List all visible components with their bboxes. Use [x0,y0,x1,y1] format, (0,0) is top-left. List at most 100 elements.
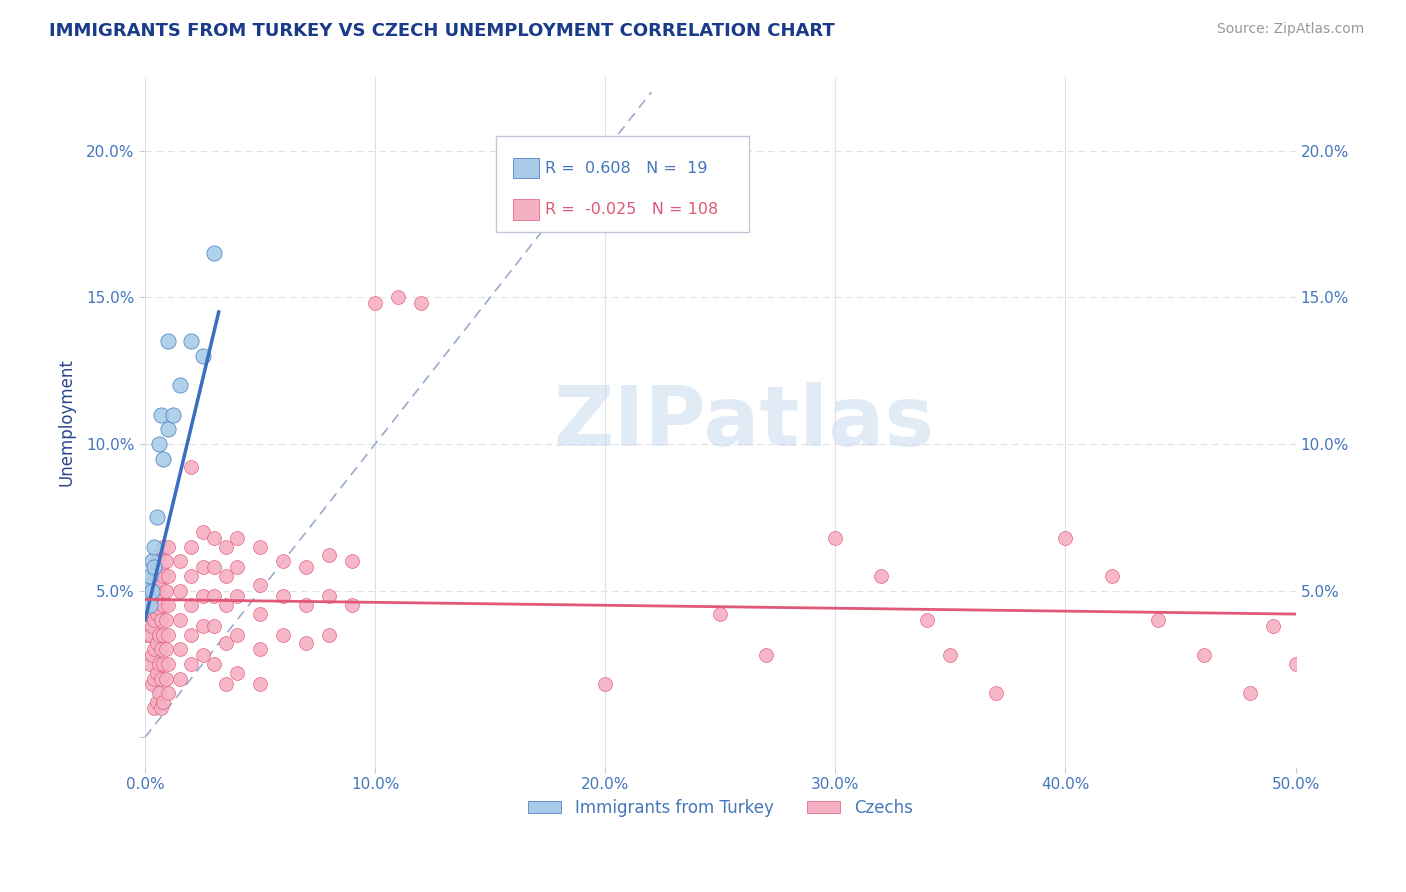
Point [155,613,177,627]
Point [138,657,160,671]
Point [136,607,159,621]
Point [640,217,662,231]
Point [214,540,236,554]
Point [157,569,180,583]
Point [226,627,249,641]
Point [180,334,202,349]
Text: Source: ZipAtlas.com: Source: ZipAtlas.com [1216,22,1364,37]
Point [340,554,363,568]
Text: R =  0.608   N =  19: R = 0.608 N = 19 [546,161,709,176]
Point [870,569,893,583]
Point [145,695,167,709]
Point [1239,686,1261,700]
FancyBboxPatch shape [513,158,538,178]
Point [191,590,214,604]
Point [824,531,846,545]
Point [169,583,191,598]
Point [157,422,180,436]
Point [136,590,159,604]
Point [169,642,191,657]
Point [271,627,294,641]
Point [145,583,167,598]
Point [271,590,294,604]
Point [152,569,174,583]
Point [202,531,225,545]
Point [157,686,180,700]
Point [202,590,225,604]
Point [249,540,271,554]
Point [295,599,318,613]
Legend: Immigrants from Turkey, Czechs: Immigrants from Turkey, Czechs [522,792,920,823]
Point [214,677,236,691]
Point [143,701,166,715]
Point [150,672,173,686]
Point [155,554,177,568]
Point [387,290,409,304]
Point [145,554,167,568]
Point [295,560,318,574]
Point [180,569,202,583]
Point [145,607,167,621]
Point [214,569,236,583]
Point [148,686,170,700]
Point [145,636,167,650]
Point [191,524,214,539]
Point [1284,657,1306,671]
Point [148,549,170,563]
Point [595,677,617,691]
Point [249,607,271,621]
Point [191,619,214,633]
Point [1146,613,1168,627]
Point [138,583,160,598]
Point [157,334,180,349]
Point [214,636,236,650]
Point [191,349,214,363]
Point [152,695,174,709]
Point [1192,648,1215,662]
Point [141,599,163,613]
Point [150,560,173,574]
Point [180,599,202,613]
Point [155,642,177,657]
Point [148,578,170,592]
Point [180,657,202,671]
Point [157,540,180,554]
Point [249,642,271,657]
Point [155,583,177,598]
Point [152,599,174,613]
Point [202,619,225,633]
Point [143,569,166,583]
Y-axis label: Unemployment: Unemployment [58,358,75,486]
Point [138,569,160,583]
Point [169,613,191,627]
Point [1261,619,1284,633]
Point [143,672,166,686]
Point [148,627,170,641]
Point [226,590,249,604]
Text: IMMIGRANTS FROM TURKEY VS CZECH UNEMPLOYMENT CORRELATION CHART: IMMIGRANTS FROM TURKEY VS CZECH UNEMPLOY… [49,22,835,40]
Point [180,540,202,554]
Point [249,677,271,691]
FancyBboxPatch shape [496,136,749,233]
Point [148,657,170,671]
Point [136,627,159,641]
Point [939,648,962,662]
Point [152,540,174,554]
Point [169,378,191,392]
Point [138,604,160,618]
Point [141,619,163,633]
Point [364,296,387,310]
Point [157,599,180,613]
Point [136,590,159,604]
Text: ZIPatlas: ZIPatlas [553,382,934,462]
Point [318,627,340,641]
Point [191,648,214,662]
Point [169,554,191,568]
Point [152,451,174,466]
Point [169,672,191,686]
Point [143,590,166,604]
Point [143,540,166,554]
Point [1054,531,1077,545]
Point [340,599,363,613]
Point [141,648,163,662]
